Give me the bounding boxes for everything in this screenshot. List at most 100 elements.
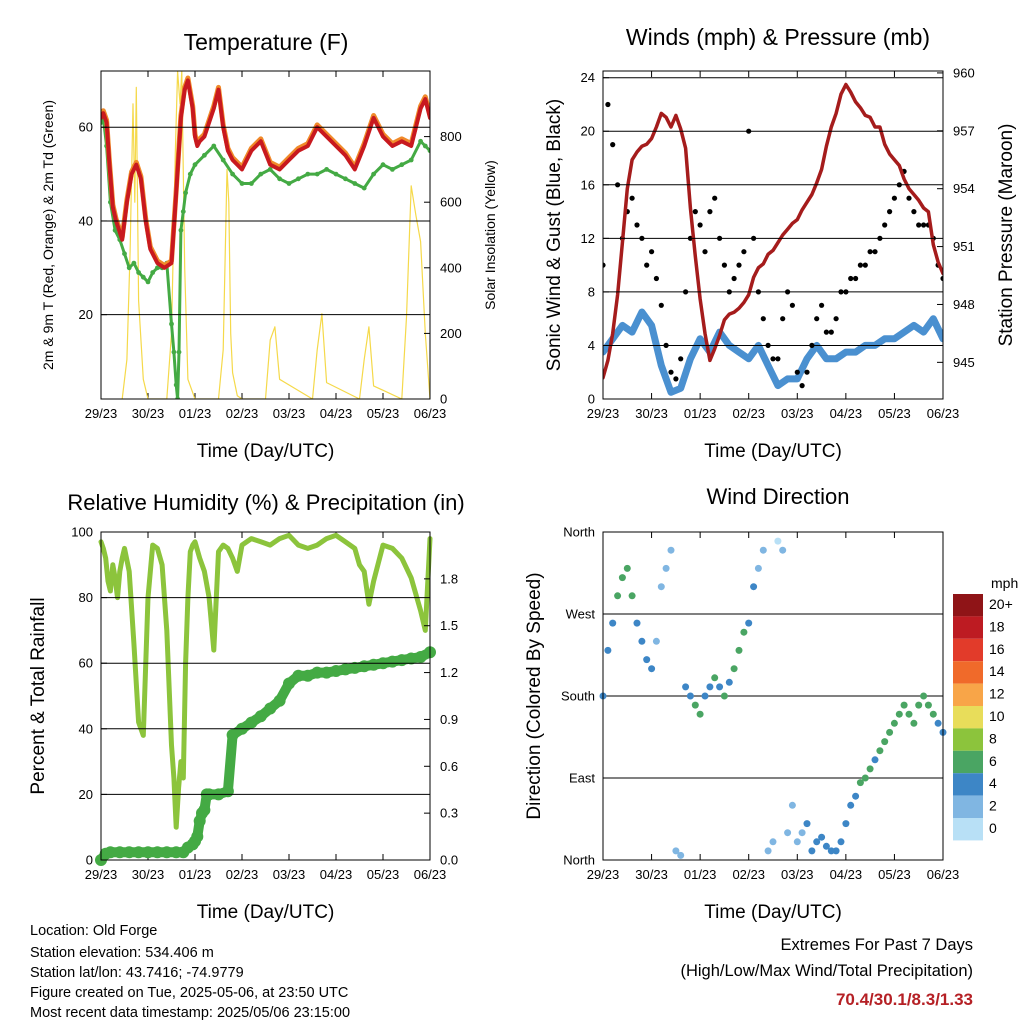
data-point [380, 162, 386, 168]
y-tick-label: 40 [79, 721, 93, 736]
data-point [881, 738, 889, 746]
data-point [853, 275, 859, 282]
y-tick-label: 12 [581, 231, 595, 246]
data-point [629, 195, 635, 201]
y-axis-label: Sonic Wind & Gust (Blue, Black) [544, 99, 565, 371]
data-point [220, 157, 226, 163]
data-point [866, 765, 874, 773]
data-point [735, 646, 743, 654]
data-point [856, 779, 864, 787]
y-tick-label: West [566, 607, 596, 622]
y-tick-label: 20 [79, 307, 93, 322]
extremes-subtitle: (High/Low/Max Wind/Total Precipitation) [680, 962, 973, 980]
legend-label: 8 [989, 730, 997, 746]
x-tick-label: 02/23 [226, 406, 259, 421]
y2-tick-label: 957 [953, 123, 975, 138]
data-point [887, 209, 893, 215]
data-point [667, 546, 675, 554]
y2-tick-label: 0 [440, 392, 447, 407]
legend-label: 2 [989, 798, 997, 814]
data-point [847, 801, 855, 809]
y2-tick-label: 951 [953, 239, 975, 254]
x-tick-label: 04/23 [320, 867, 353, 882]
data-point [798, 829, 806, 837]
x-tick-label: 05/23 [878, 406, 911, 421]
legend-swatch [953, 728, 983, 751]
plot-border [602, 531, 944, 861]
data-point [668, 369, 674, 375]
y-tick-label: 0 [86, 853, 93, 868]
data-point [808, 847, 816, 855]
x-tick-label: 01/23 [179, 406, 212, 421]
y2-tick-label: 1.8 [440, 571, 458, 586]
data-point [603, 262, 606, 268]
data-point [142, 846, 154, 859]
data-point [940, 275, 943, 282]
data-point [861, 774, 869, 782]
legend-label: 4 [989, 775, 997, 791]
x-axis-label: Time (Day/UTC) [704, 441, 842, 462]
data-point [652, 637, 660, 645]
data-point [842, 820, 850, 828]
data-point [305, 171, 311, 177]
legend-swatch [953, 638, 983, 662]
data-point [886, 728, 894, 736]
y-axis-label: Direction (Colored By Speed) [524, 572, 545, 819]
x-tick-label: 30/23 [635, 406, 668, 421]
x-tick-label: 30/23 [132, 867, 165, 882]
data-point [745, 619, 753, 627]
data-point [832, 847, 840, 855]
data-point [145, 279, 151, 285]
data-point [905, 710, 913, 718]
data-point [848, 275, 854, 282]
data-point [339, 663, 352, 676]
data-point [871, 756, 879, 764]
data-point [779, 546, 787, 554]
data-point [618, 574, 626, 582]
data-point [760, 316, 766, 322]
extremes-values: 70.4/30.1/8.3/1.33 [835, 990, 973, 1009]
x-tick-label: 05/23 [367, 867, 400, 882]
data-point [628, 592, 636, 600]
footer-created: Figure created on Tue, 2025-05-06, at 23… [30, 985, 349, 1001]
y-tick-label: 4 [588, 338, 595, 353]
data-point [814, 316, 820, 322]
x-axis-label: Time (Day/UTC) [197, 441, 335, 462]
data-point [692, 209, 698, 215]
data-point [697, 222, 703, 228]
data-point [422, 143, 428, 149]
data-point [775, 356, 781, 362]
data-point [891, 195, 898, 201]
data-point [361, 185, 367, 191]
data-point [614, 592, 622, 600]
data-point [101, 120, 104, 125]
data-point [623, 564, 631, 572]
data-point [929, 710, 937, 718]
data-point [833, 316, 839, 322]
data-point [113, 846, 126, 859]
legend-swatch [953, 661, 983, 684]
y2-tick-label: 1.5 [440, 618, 458, 633]
y-tick-label: 60 [79, 120, 93, 135]
data-point [712, 195, 718, 201]
series-line [98, 532, 433, 830]
y-tick-label: 80 [79, 590, 93, 605]
data-point [292, 669, 305, 682]
y-tick-label: 20 [581, 124, 595, 139]
data-point [390, 167, 395, 172]
y-axis-label: Percent & Total Rainfall [28, 597, 49, 794]
y-tick-label: 20 [79, 787, 93, 802]
chart-title: Winds (mph) & Pressure (mb) [626, 24, 930, 50]
data-point [604, 646, 612, 654]
data-point [711, 674, 719, 682]
data-point [934, 719, 942, 727]
legend-swatch [953, 616, 983, 639]
data-point [638, 637, 646, 645]
data-point [324, 167, 329, 172]
y2-tick-label: 0.6 [440, 759, 458, 774]
data-point [273, 694, 286, 707]
data-point [720, 692, 728, 700]
data-point [828, 329, 834, 335]
data-point [160, 846, 173, 859]
wind-direction-chart: 29/23 30/23 01/23 02/23 03/23 04/23 05/23 06/23… [524, 484, 959, 923]
